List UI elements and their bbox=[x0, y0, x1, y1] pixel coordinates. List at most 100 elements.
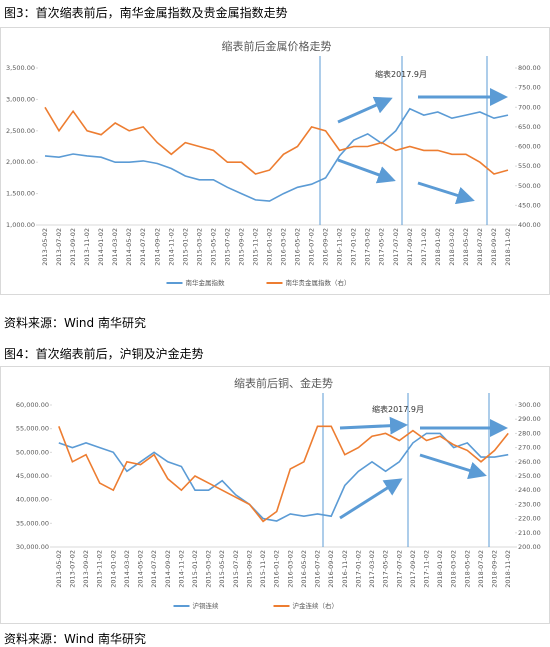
x-tick-label: 2017-03-02 bbox=[364, 228, 372, 266]
figure-caption: 图4：首次缩表前后，沪铜及沪金走势 bbox=[4, 347, 204, 361]
x-tick-label: 2018-05-02 bbox=[462, 228, 470, 266]
x-tick-label: 2013-05-02 bbox=[41, 228, 49, 266]
y-tick-label: 2,000.00 bbox=[6, 158, 35, 166]
series-line bbox=[44, 106, 509, 175]
y2-tick-label: 200.00 bbox=[518, 543, 541, 551]
x-tick-label: 2016-01-02 bbox=[265, 228, 273, 266]
x-tick-label: 2015-03-02 bbox=[205, 550, 213, 588]
y2-tick-label: 700.00 bbox=[518, 103, 541, 111]
x-tick-label: 2018-11-02 bbox=[504, 228, 512, 266]
x-tick-label: 2014-07-02 bbox=[150, 550, 158, 588]
x-tick-label: 2016-05-02 bbox=[300, 550, 308, 588]
y-tick-label: 35,000.00 bbox=[16, 519, 49, 527]
y2-tick-label: 220.00 bbox=[518, 515, 541, 523]
y2-tick-label: 400.00 bbox=[518, 221, 541, 229]
x-tick-label: 2015-01-02 bbox=[191, 550, 199, 588]
y2-tick-label: 750.00 bbox=[518, 84, 541, 92]
x-tick-label: 2013-05-02 bbox=[55, 550, 63, 588]
x-tick-label: 2018-03-02 bbox=[450, 550, 458, 588]
x-tick-label: 2017-05-02 bbox=[378, 228, 386, 266]
x-tick-label: 2014-11-02 bbox=[167, 228, 175, 266]
arrow bbox=[339, 416, 408, 435]
y2-tick-label: 270.00 bbox=[518, 444, 541, 452]
x-tick-label: 2016-01-02 bbox=[273, 550, 281, 588]
x-tick-label: 2016-11-02 bbox=[336, 228, 344, 266]
x-tick-label: 2018-07-02 bbox=[476, 228, 484, 266]
x-tick-label: 2013-07-02 bbox=[55, 228, 63, 266]
y2-tick-label: 230.00 bbox=[518, 500, 541, 508]
x-tick-label: 2013-09-02 bbox=[82, 550, 90, 588]
y-tick-label: 3,000.00 bbox=[6, 95, 35, 103]
arrow bbox=[337, 158, 396, 184]
x-tick-label: 2014-05-02 bbox=[137, 550, 145, 588]
y-tick-label: 3,500.00 bbox=[6, 64, 35, 72]
x-tick-label: 2017-11-02 bbox=[420, 228, 428, 266]
chart-frame bbox=[0, 366, 550, 624]
arrow bbox=[337, 96, 393, 124]
x-tick-label: 2015-07-02 bbox=[223, 228, 231, 266]
x-tick-label: 2017-07-02 bbox=[395, 550, 403, 588]
x-tick-label: 2016-05-02 bbox=[294, 228, 302, 266]
x-tick-label: 2016-03-02 bbox=[286, 550, 294, 588]
chart-frame bbox=[0, 27, 550, 295]
x-tick-label: 2016-07-02 bbox=[314, 550, 322, 588]
x-tick-label: 2014-11-02 bbox=[177, 550, 185, 588]
legend-label: 南华金属指数 bbox=[186, 278, 226, 287]
y2-tick-label: 450.00 bbox=[518, 201, 541, 209]
x-tick-label: 2015-05-02 bbox=[218, 550, 226, 588]
x-tick-label: 2014-05-02 bbox=[125, 228, 133, 266]
y-tick-label: 45,000.00 bbox=[16, 472, 49, 480]
legend-label: 南华贵金属指数（右） bbox=[286, 278, 351, 287]
annotation: 缩表2017.9月 bbox=[375, 69, 427, 79]
x-tick-label: 2015-11-02 bbox=[259, 550, 267, 588]
x-tick-label: 2018-01-02 bbox=[436, 550, 444, 588]
x-tick-label: 2015-01-02 bbox=[181, 228, 189, 266]
x-tick-label: 2016-07-02 bbox=[308, 228, 316, 266]
y-tick-label: 40,000.00 bbox=[16, 496, 49, 504]
y2-tick-label: 280.00 bbox=[518, 429, 541, 437]
x-tick-label: 2017-05-02 bbox=[382, 550, 390, 588]
series-line bbox=[44, 107, 509, 202]
y2-tick-label: 550.00 bbox=[518, 162, 541, 170]
chart: 缩表前后金属价格走势 1,000.00 1,500.00 2,000.00 2,500.… bbox=[0, 27, 550, 295]
x-tick-label: 2014-09-02 bbox=[164, 550, 172, 588]
y2-tick-label: 800.00 bbox=[518, 64, 541, 72]
x-tick-label: 2017-03-02 bbox=[368, 550, 376, 588]
x-tick-label: 2017-01-02 bbox=[350, 228, 358, 266]
y2-tick-label: 240.00 bbox=[518, 486, 541, 494]
x-tick-label: 2016-03-02 bbox=[280, 228, 288, 266]
y-tick-label: 1,000.00 bbox=[6, 221, 35, 229]
y2-tick-label: 500.00 bbox=[518, 182, 541, 190]
source-note: 资料来源：Wind 南华研究 bbox=[4, 632, 146, 646]
source-note: 资料来源：Wind 南华研究 bbox=[4, 316, 146, 330]
x-tick-label: 2013-11-02 bbox=[96, 550, 104, 588]
x-tick-label: 2016-11-02 bbox=[341, 550, 349, 588]
x-tick-label: 2017-09-02 bbox=[406, 228, 414, 266]
x-tick-label: 2018-09-02 bbox=[490, 228, 498, 266]
x-tick-label: 2017-09-02 bbox=[409, 550, 417, 588]
y2-tick-label: 650.00 bbox=[518, 123, 541, 131]
x-tick-label: 2018-01-02 bbox=[434, 228, 442, 266]
y-tick-label: 1,500.00 bbox=[6, 190, 35, 198]
x-tick-label: 2018-03-02 bbox=[448, 228, 456, 266]
x-tick-label: 2018-05-02 bbox=[463, 550, 471, 588]
annotation: 缩表2017.9月 bbox=[372, 404, 424, 414]
chart-title: 缩表前后铜、金走势 bbox=[234, 376, 333, 390]
arrow bbox=[419, 453, 487, 480]
y-tick-label: 50,000.00 bbox=[16, 448, 49, 456]
x-tick-label: 2015-07-02 bbox=[232, 550, 240, 588]
y2-tick-label: 260.00 bbox=[518, 458, 541, 466]
x-tick-label: 2015-11-02 bbox=[251, 228, 259, 266]
y-tick-label: 2,500.00 bbox=[6, 127, 35, 135]
arrow bbox=[417, 181, 475, 205]
chart: 缩表前后铜、金走势 30,000.00 35,000.00 40,000.00 45,0… bbox=[0, 366, 550, 624]
x-tick-label: 2014-07-02 bbox=[139, 228, 147, 266]
x-tick-label: 2016-09-02 bbox=[327, 550, 335, 588]
x-tick-label: 2013-11-02 bbox=[83, 228, 91, 266]
x-tick-label: 2015-09-02 bbox=[245, 550, 253, 588]
x-tick-label: 2017-07-02 bbox=[392, 228, 400, 266]
y2-tick-label: 210.00 bbox=[518, 529, 541, 537]
y2-tick-label: 600.00 bbox=[518, 143, 541, 151]
x-tick-label: 2015-05-02 bbox=[209, 228, 217, 266]
